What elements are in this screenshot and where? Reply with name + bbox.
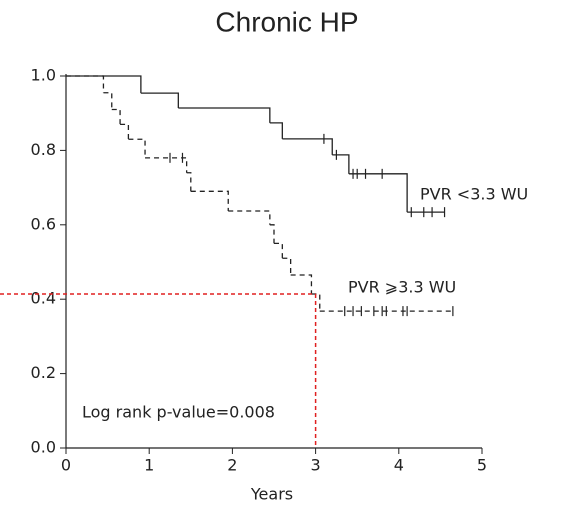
y-tick-label: 1.0 <box>31 66 56 85</box>
step <box>120 123 130 140</box>
x-tick-label: 0 <box>61 456 71 475</box>
step <box>274 242 283 259</box>
step <box>269 224 275 244</box>
step <box>178 107 271 123</box>
step <box>128 138 146 158</box>
y-tick-label: 0.2 <box>31 363 56 382</box>
step <box>282 138 333 155</box>
step <box>290 274 313 294</box>
step <box>103 92 113 110</box>
x-tick-label: 3 <box>311 456 321 475</box>
y-tick-label: 0.8 <box>31 140 56 159</box>
y-tick-label: 0.0 <box>31 438 56 457</box>
step <box>190 190 229 212</box>
step <box>140 92 179 108</box>
x-tick-label: 2 <box>227 456 237 475</box>
y-tick-label: 0.4 <box>31 289 56 308</box>
x-tick-label: 5 <box>477 456 487 475</box>
step <box>228 210 271 225</box>
x-tick-label: 4 <box>394 456 404 475</box>
step <box>348 173 408 213</box>
annotation: Log rank p-value=0.008 <box>82 403 275 422</box>
step <box>145 157 188 173</box>
step <box>311 293 321 312</box>
step <box>66 75 105 93</box>
x-tick-label: 1 <box>144 456 154 475</box>
step <box>111 108 121 125</box>
step <box>269 122 283 139</box>
step <box>66 75 142 94</box>
step <box>282 257 292 276</box>
chart-title: Chronic HP <box>215 6 358 37</box>
series-label: PVR ⩾3.3 WU <box>348 278 456 297</box>
series-label: PVR <3.3 WU <box>420 185 528 204</box>
step <box>332 154 350 174</box>
x-axis-label: Years <box>250 485 293 504</box>
y-tick-label: 0.6 <box>31 214 56 233</box>
step <box>186 172 192 192</box>
